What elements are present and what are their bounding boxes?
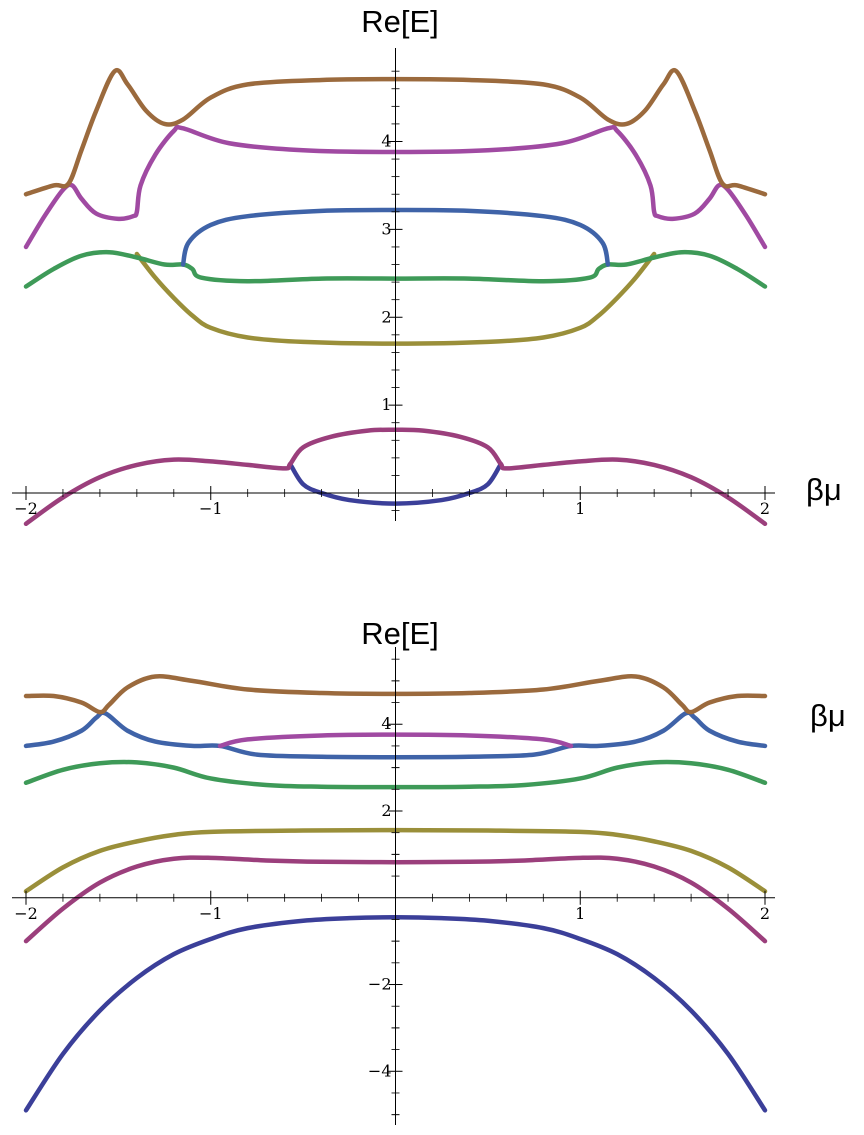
chart-bottom-x-tick-label: −2 <box>14 904 38 923</box>
chart-bottom-y-tick-label: −2 <box>368 975 392 994</box>
chart-bottom-axes: −2 −1 1 2 −4 −2 2 4 <box>12 647 775 1125</box>
chart-bottom-x-tick-label: 1 <box>575 904 585 923</box>
chart-top: −2 −1 1 2 1 2 3 4 Re[E] βμ <box>12 4 842 527</box>
chart-top-x-tick-label: −2 <box>14 499 38 518</box>
chart-top-ylabel: Re[E] <box>361 4 439 39</box>
chart-bottom-ylabel: Re[E] <box>361 616 439 651</box>
chart-top-xlabel: βμ <box>806 472 842 507</box>
chart-top-y-tick-label: 4 <box>381 131 391 150</box>
chart-top-y-tick-label: 3 <box>381 219 391 238</box>
chart-top-y-tick-label: 2 <box>381 307 391 326</box>
chart-top-x-tick-label: 1 <box>575 499 585 518</box>
chart-bottom-x-tick-label: −1 <box>199 904 223 923</box>
chart-bottom-y-tick-label: 2 <box>381 801 391 820</box>
chart-bottom-y-tick-label: 4 <box>381 714 391 733</box>
chart-bottom-xlabel: βμ <box>810 698 846 733</box>
chart-bottom-y-tick-label: −4 <box>368 1061 392 1080</box>
chart-bottom: −2 −1 1 2 −4 −2 2 4 Re[E] βμ <box>12 616 846 1125</box>
chart-top-x-tick-label: −1 <box>199 499 223 518</box>
chart-top-axes: −2 −1 1 2 1 2 3 4 <box>12 48 775 521</box>
chart-top-y-tick-label: 1 <box>381 395 391 414</box>
chart-bottom-x-tick-label: 2 <box>760 904 770 923</box>
chart-top-x-tick-label: 2 <box>760 499 770 518</box>
